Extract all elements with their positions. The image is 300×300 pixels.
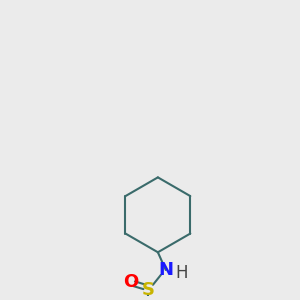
Text: S: S bbox=[142, 281, 154, 299]
Text: N: N bbox=[158, 261, 173, 279]
Text: H: H bbox=[176, 264, 188, 282]
Text: O: O bbox=[123, 273, 138, 291]
